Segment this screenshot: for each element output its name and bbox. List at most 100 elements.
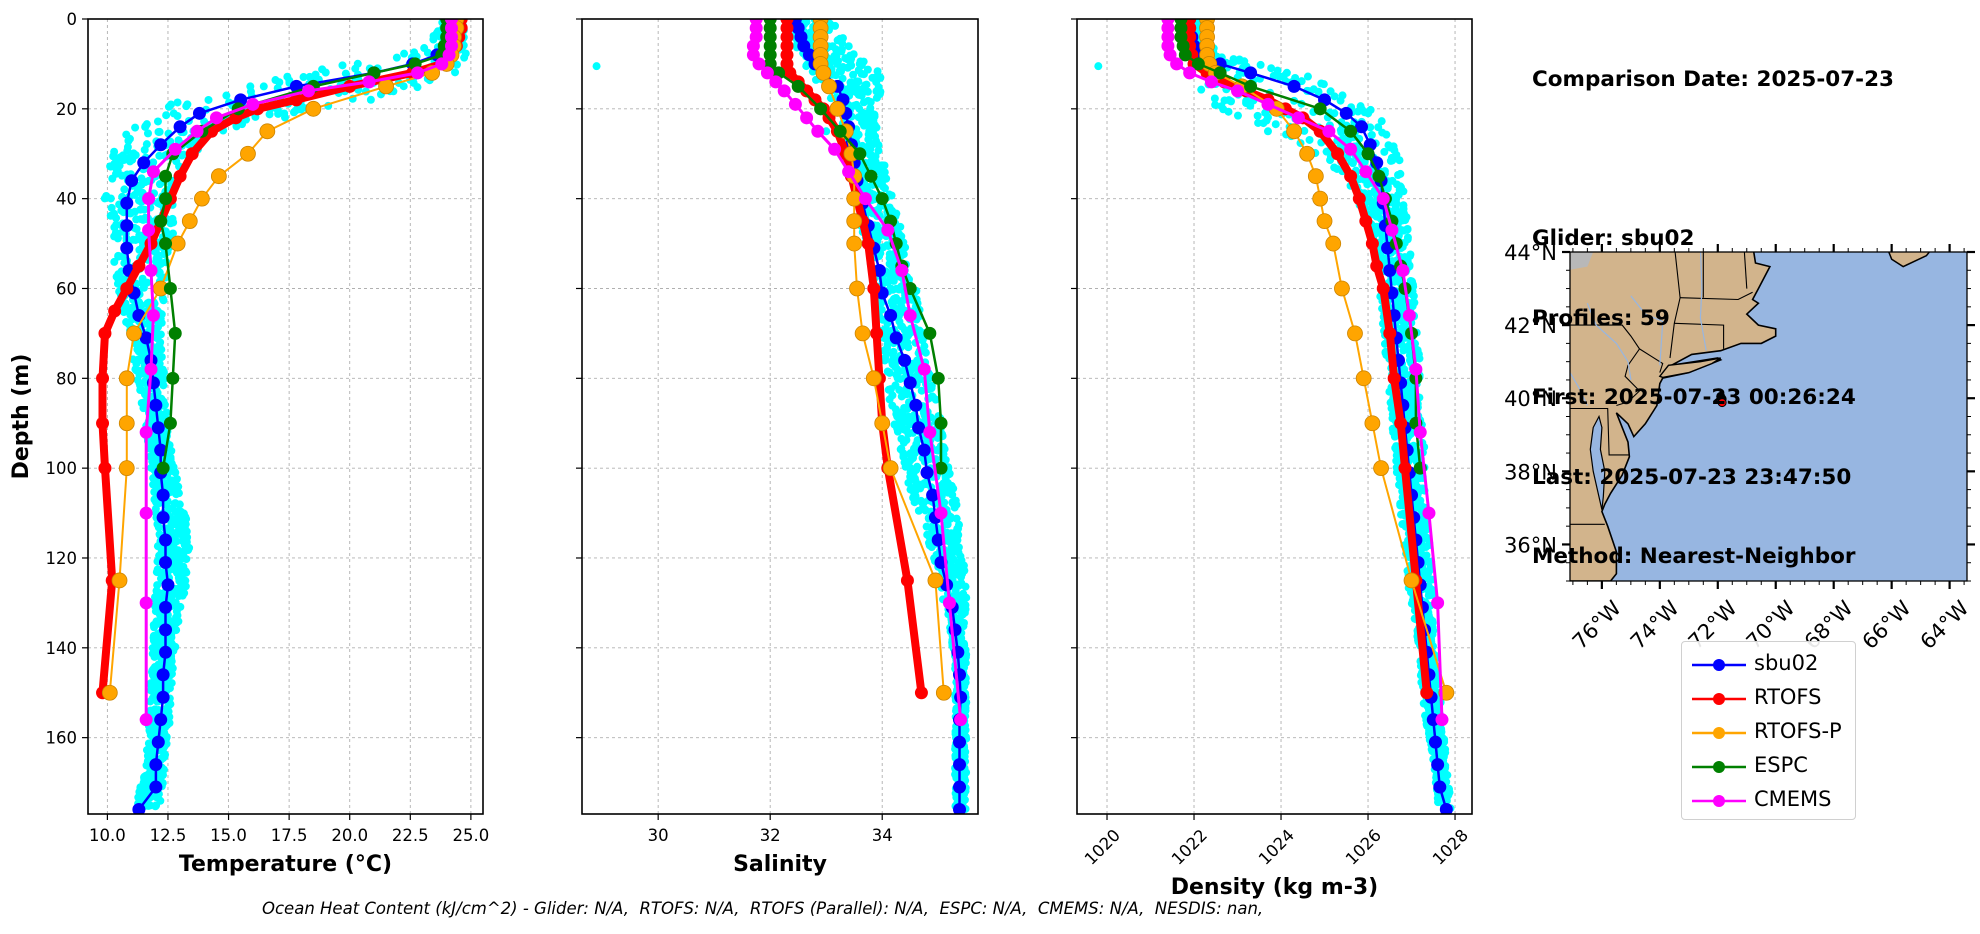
data-point-sbu02 [120,219,134,233]
glider-profile-point [135,343,144,352]
glider-profile-point [135,366,144,375]
glider-profile-point [870,230,879,239]
state-border [1669,252,1681,359]
axes-frame [87,18,484,815]
glider-profile-point [1210,94,1219,103]
data-point-cmems [1396,264,1410,278]
data-point-sbu02 [132,308,146,322]
data-point-rtofs [96,371,110,385]
data-point-cmems [1376,192,1390,206]
data-point-cmems [917,362,931,376]
x-axis-label: Salinity [733,852,827,877]
glider-profile-point [951,584,960,593]
y-tick-label: 60 [56,279,77,298]
glider-profile-point [177,507,186,516]
glider-profile-point [1367,130,1376,139]
data-point-sbu02 [159,533,173,547]
x-tick-label: 15.0 [210,826,247,845]
data-point-sbu02 [1339,106,1353,120]
data-point-sbu02 [912,421,926,435]
x-tick-label: 1022 [1168,826,1211,869]
data-point-cmems [903,308,917,322]
data-point-sbu02 [161,578,175,592]
glider-profile-point [1233,111,1242,120]
glider-profile-point [143,129,152,138]
glider-profile-point [150,495,159,504]
data-point-rtofs [132,259,146,273]
glider-profile-point [927,384,936,393]
info-spacer [1532,147,1894,174]
glider-profile-point [173,111,182,120]
lon-tick-label: 64°W [1916,596,1974,654]
glider-profile-point [135,245,144,254]
data-point-rtofs-p [1299,145,1316,162]
x-tick-label: 12.5 [150,826,187,845]
glider-profile-point [178,536,187,545]
glider-profile-point [1401,253,1410,262]
data-point-rtofs [1398,461,1412,475]
data-point-sbu02 [173,120,187,134]
last-time: Last: 2025-07-23 23:47:50 [1532,464,1852,490]
glider-profile-point [854,130,863,139]
glider-profile-point [806,30,815,39]
data-point-cmems [362,75,376,89]
glider-profile-point [917,386,926,395]
glider-profile-point [948,498,957,507]
data-point-rtofs-p [865,370,882,387]
glider-profile-point [961,605,970,614]
data-point-cmems [146,308,160,322]
glider-profile-point [872,93,881,102]
lon-tick-label: 74°W [1626,596,1684,654]
glider-profile-point [907,466,916,475]
glider-profile-point [891,405,900,414]
glider-profile-point [173,488,182,497]
data-point-rtofs [173,169,187,183]
glider-profile-point [917,481,926,490]
glider-profile-point [940,498,949,507]
lat-tick-label: 40°N [1504,387,1557,411]
glider-profile-point [893,365,902,374]
data-point-espc [154,214,168,228]
glider-profile-point [864,144,873,153]
data-point-sbu02 [926,488,940,502]
glider-profile-point [100,194,109,203]
data-point-rtofs [900,573,914,587]
data-point-rtofs-p [1325,235,1342,252]
data-point-rtofs [867,281,881,295]
data-point-rtofs [1394,416,1408,430]
data-point-sbu02 [954,690,968,704]
data-point-espc [934,461,948,475]
data-point-cmems [923,425,937,439]
glider-profile-point [299,73,308,82]
glider-profile-point [952,528,961,537]
glider-profile-point [893,374,902,383]
glider-profile-point [1242,96,1251,105]
glider-profile-point [1309,85,1318,94]
data-point-cmems [444,30,458,44]
state-border [1680,291,1753,301]
legend-item-espc: ESPC [1682,750,1855,784]
glider-profile-point [905,326,914,335]
glider-profile-point [178,579,187,588]
glider-profile-point [152,677,161,686]
temperature-panel: 10.0 12.5 15.0 17.5 20.0 22.5 25.0020406080100… [9,10,489,877]
y-tick-label: 20 [56,100,77,119]
glider-profile-point [1343,136,1352,145]
glider-profile-point [875,179,884,188]
glider-profile-point [138,237,147,246]
x-tick-label: 1026 [1342,826,1385,869]
glider-profile-point [171,468,180,477]
data-point-espc [1372,169,1386,183]
glider-profile-point [150,652,159,661]
glider-profile-point [895,419,904,428]
glider-profile-point [1391,206,1400,215]
data-point-cmems [209,111,223,125]
data-point-sbu02 [953,735,967,749]
glider-profile-point [1374,123,1383,132]
state-border [1639,348,1664,373]
x-axis-label: Density (kg m-3) [1171,875,1379,900]
x-tick-label: 25.0 [453,826,490,845]
glider-profile-point [940,482,949,491]
glider-profile-point [1305,135,1314,144]
